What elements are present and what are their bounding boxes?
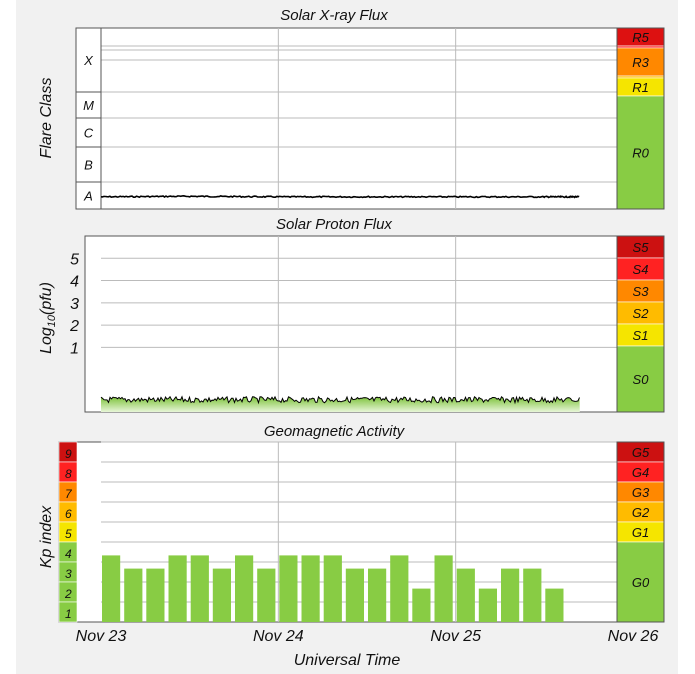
kp-scale-label: 9 [65, 447, 72, 461]
kp-bar [212, 568, 231, 622]
proton-y-tick: 3 [70, 296, 79, 313]
solar-radiation-scale-cell [616, 345, 665, 413]
xray-flux-series [100, 194, 580, 199]
proton-y-ticks: 5 4 3 2 1 [69, 251, 79, 357]
proton-y-tick: 2 [69, 318, 79, 335]
kp-scale-label: 3 [65, 567, 72, 581]
radio-blackout-scale-cell [616, 75, 665, 79]
kp-bar [412, 588, 431, 622]
kp-bars [102, 555, 564, 622]
kp-bar [301, 555, 320, 622]
kp-bar [235, 555, 254, 622]
radio-blackout-scale-cell [616, 47, 665, 77]
proton-ylabel: Log10(pfu) [38, 282, 58, 354]
kp-bar [478, 588, 497, 622]
kp-bar [102, 555, 121, 622]
geomagnetic-storm-scale-cell [616, 541, 665, 623]
radio-blackout-scale-label: R3 [632, 55, 649, 70]
radio-blackout-scale-cell [616, 95, 665, 210]
proton-y-tick: 5 [70, 251, 79, 268]
flare-class-label: C [84, 126, 94, 141]
space-weather-chart: Solar X-ray Flux Solar Proton Flux Geoma… [38, 7, 665, 669]
proton-flux-area [101, 396, 580, 412]
kp-bar [323, 555, 342, 622]
kp-scale-label: 6 [65, 507, 72, 521]
xray-flux-line [100, 194, 580, 199]
x-axis-label: Universal Time [294, 652, 401, 669]
radio-blackout-scale-label: R1 [632, 80, 649, 95]
radio-blackout-scale-border [616, 27, 665, 210]
x-tick-label: Nov 26 [608, 628, 659, 645]
grid-lines [101, 28, 617, 622]
kp-scale-label: 5 [65, 527, 72, 541]
radio-blackout-scale-label: R5 [632, 30, 649, 45]
kp-scale-cell [58, 601, 78, 623]
kp-scale-label: 2 [64, 587, 72, 601]
proton-y-tick: 4 [70, 274, 79, 291]
proton-flux-line [100, 395, 580, 405]
geomagnetic-storm-scale-label: G5 [632, 445, 650, 460]
xray-ylabel: Flare Class [38, 78, 55, 159]
proton-y-tick: 1 [70, 340, 79, 357]
solar-radiation-scale-label: S1 [633, 328, 649, 343]
kp-bar [434, 555, 453, 622]
x-tick-label: Nov 24 [253, 628, 304, 645]
kp-bar [146, 568, 165, 622]
geomagnetic-storm-scale-label: G3 [632, 485, 650, 500]
proton-plot-area [84, 235, 618, 413]
solar-radiation-scale-label: S4 [633, 262, 649, 277]
flare-class-axis: A B CM X [75, 27, 102, 210]
geomagnetic-storm-scale-label: G4 [632, 465, 649, 480]
kp-index-scale: 9 8 7 6 5 4 3 2 1 [58, 441, 78, 623]
solar-radiation-scale-border [616, 235, 665, 413]
flare-class-label: B [84, 158, 93, 173]
flare-class-label: M [83, 98, 94, 113]
kp-bar [523, 568, 542, 622]
x-tick-label: Nov 23 [76, 628, 127, 645]
xray-title: Solar X-ray Flux [280, 7, 388, 24]
geomagnetic-storm-scale-label: G2 [632, 505, 650, 520]
kp-scale-label: 7 [65, 487, 73, 501]
proton-title: Solar Proton Flux [276, 216, 392, 233]
kp-scale-label: 4 [65, 547, 72, 561]
kp-bar [257, 568, 276, 622]
noaa-scale-columns: R5 R3 R1 R0 S5 S4 S3 S2 S1 S0 G5 G4 G3 G2 G1 G0 [616, 27, 665, 623]
flare-class-label: X [83, 53, 94, 68]
geomagnetic-storm-scale-label: G1 [632, 525, 649, 540]
solar-radiation-scale-label: S0 [633, 372, 650, 387]
kp-bar [279, 555, 298, 622]
geomagnetic-storm-scale-border [616, 441, 665, 623]
kp-bar [501, 568, 520, 622]
space-weather-panel: Solar X-ray Flux Solar Proton Flux Geoma… [16, 0, 678, 674]
kp-bar [545, 588, 564, 622]
geomag-title: Geomagnetic Activity [264, 423, 406, 440]
x-tick-label: Nov 25 [430, 628, 481, 645]
kp-bar [456, 568, 475, 622]
geomag-ylabel: Kp index [38, 505, 55, 568]
kp-bar [124, 568, 143, 622]
solar-radiation-scale-label: S5 [633, 240, 650, 255]
kp-bar [345, 568, 364, 622]
radio-blackout-scale-label: R0 [632, 146, 649, 161]
flare-class-label: A [83, 189, 93, 204]
geomagnetic-storm-scale-label: G0 [632, 575, 650, 590]
kp-bar [168, 555, 187, 622]
kp-scale-label: 8 [65, 467, 72, 481]
kp-bar [390, 555, 409, 622]
kp-scale-label: 1 [65, 607, 72, 621]
kp-bar [368, 568, 387, 622]
x-ticks: Nov 23 Nov 24 Nov 25 Nov 26 [76, 628, 659, 645]
proton-flux-series [100, 395, 580, 412]
solar-radiation-scale-label: S2 [633, 306, 650, 321]
solar-radiation-scale-label: S3 [633, 284, 650, 299]
kp-bar [190, 555, 209, 622]
